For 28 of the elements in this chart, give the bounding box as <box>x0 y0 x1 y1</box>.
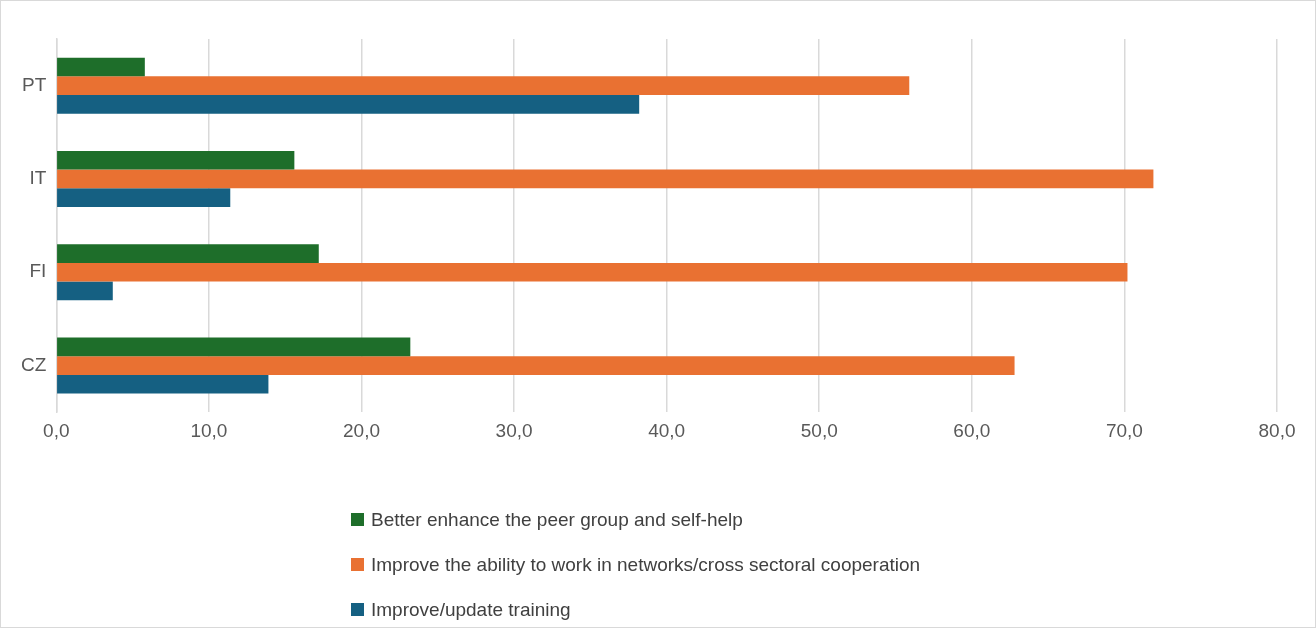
x-tick-label: 30,0 <box>495 419 533 441</box>
bar <box>57 57 145 77</box>
legend-label: Improve/update training <box>371 598 571 621</box>
legend-label: Better enhance the peer group and self-help <box>371 508 743 531</box>
bar <box>57 94 640 114</box>
bar <box>57 262 1128 282</box>
x-tick-label: 10,0 <box>190 419 228 441</box>
bar <box>57 76 910 95</box>
x-tick-label: 0,0 <box>43 419 70 441</box>
y-tick-label: IT <box>29 167 47 189</box>
bar <box>57 337 411 357</box>
bar <box>57 169 1154 189</box>
x-tick-label: 40,0 <box>648 419 686 441</box>
x-tick-label: 80,0 <box>1258 419 1296 441</box>
x-tick-label: 60,0 <box>953 419 991 441</box>
bar <box>57 244 319 263</box>
legend-label: Improve the ability to work in networks/cross sectoral cooperation <box>371 553 921 576</box>
x-tick-label: 50,0 <box>800 419 838 441</box>
bar <box>57 150 295 170</box>
y-tick-label: CZ <box>21 353 47 375</box>
x-tick-label: 70,0 <box>1105 419 1143 441</box>
bar <box>57 281 113 301</box>
bar <box>57 188 231 207</box>
y-tick-label: FI <box>29 260 47 282</box>
bar <box>57 356 1015 375</box>
x-tick-label: 20,0 <box>343 419 380 441</box>
bar <box>57 374 269 394</box>
y-tick-label: PT <box>22 73 47 95</box>
